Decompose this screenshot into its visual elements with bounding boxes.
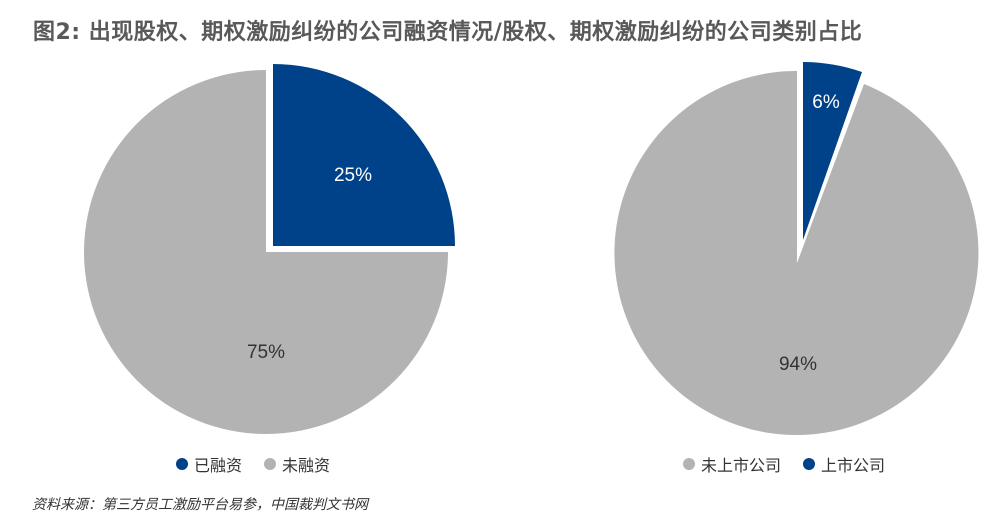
legend-item-unfunded: 未融资 — [264, 452, 330, 476]
legend-dot-icon — [803, 458, 816, 470]
left-pie-slice-unfunded — [84, 70, 448, 434]
legend-item-unlisted: 未上市公司 — [683, 452, 781, 476]
figure-title: 图2: 出现股权、期权激励纠纷的公司融资情况/股权、期权激励纠纷的公司类别占比 — [33, 20, 863, 45]
left-legend: 已融资 未融资 — [176, 452, 330, 476]
left-pie: 25% 75% — [84, 64, 455, 434]
legend-label: 未融资 — [282, 456, 331, 475]
left-pie-slice-funded — [273, 64, 455, 246]
right-pie-label-unlisted: 94% — [779, 354, 817, 375]
right-pie-slice-unlisted — [614, 70, 979, 435]
left-pie-label-funded: 25% — [334, 165, 372, 186]
right-pie-label-listed: 6% — [812, 92, 840, 113]
legend-dot-icon — [176, 458, 188, 470]
legend-label: 上市公司 — [821, 456, 886, 475]
right-pie-slice-listed — [803, 62, 862, 240]
legend-dot-icon — [683, 458, 695, 470]
legend-label: 未上市公司 — [701, 456, 782, 475]
legend-label: 已融资 — [194, 456, 243, 475]
right-legend: 未上市公司 上市公司 — [683, 452, 885, 476]
source-note: 资料来源：第三方员工激励平台易参，中国裁判文书网 — [32, 497, 368, 513]
legend-item-listed: 上市公司 — [803, 452, 885, 476]
right-pie: 6% 94% — [614, 62, 979, 435]
legend-dot-icon — [264, 458, 277, 470]
legend-item-funded: 已融资 — [176, 452, 242, 476]
left-pie-label-unfunded: 75% — [247, 342, 285, 363]
